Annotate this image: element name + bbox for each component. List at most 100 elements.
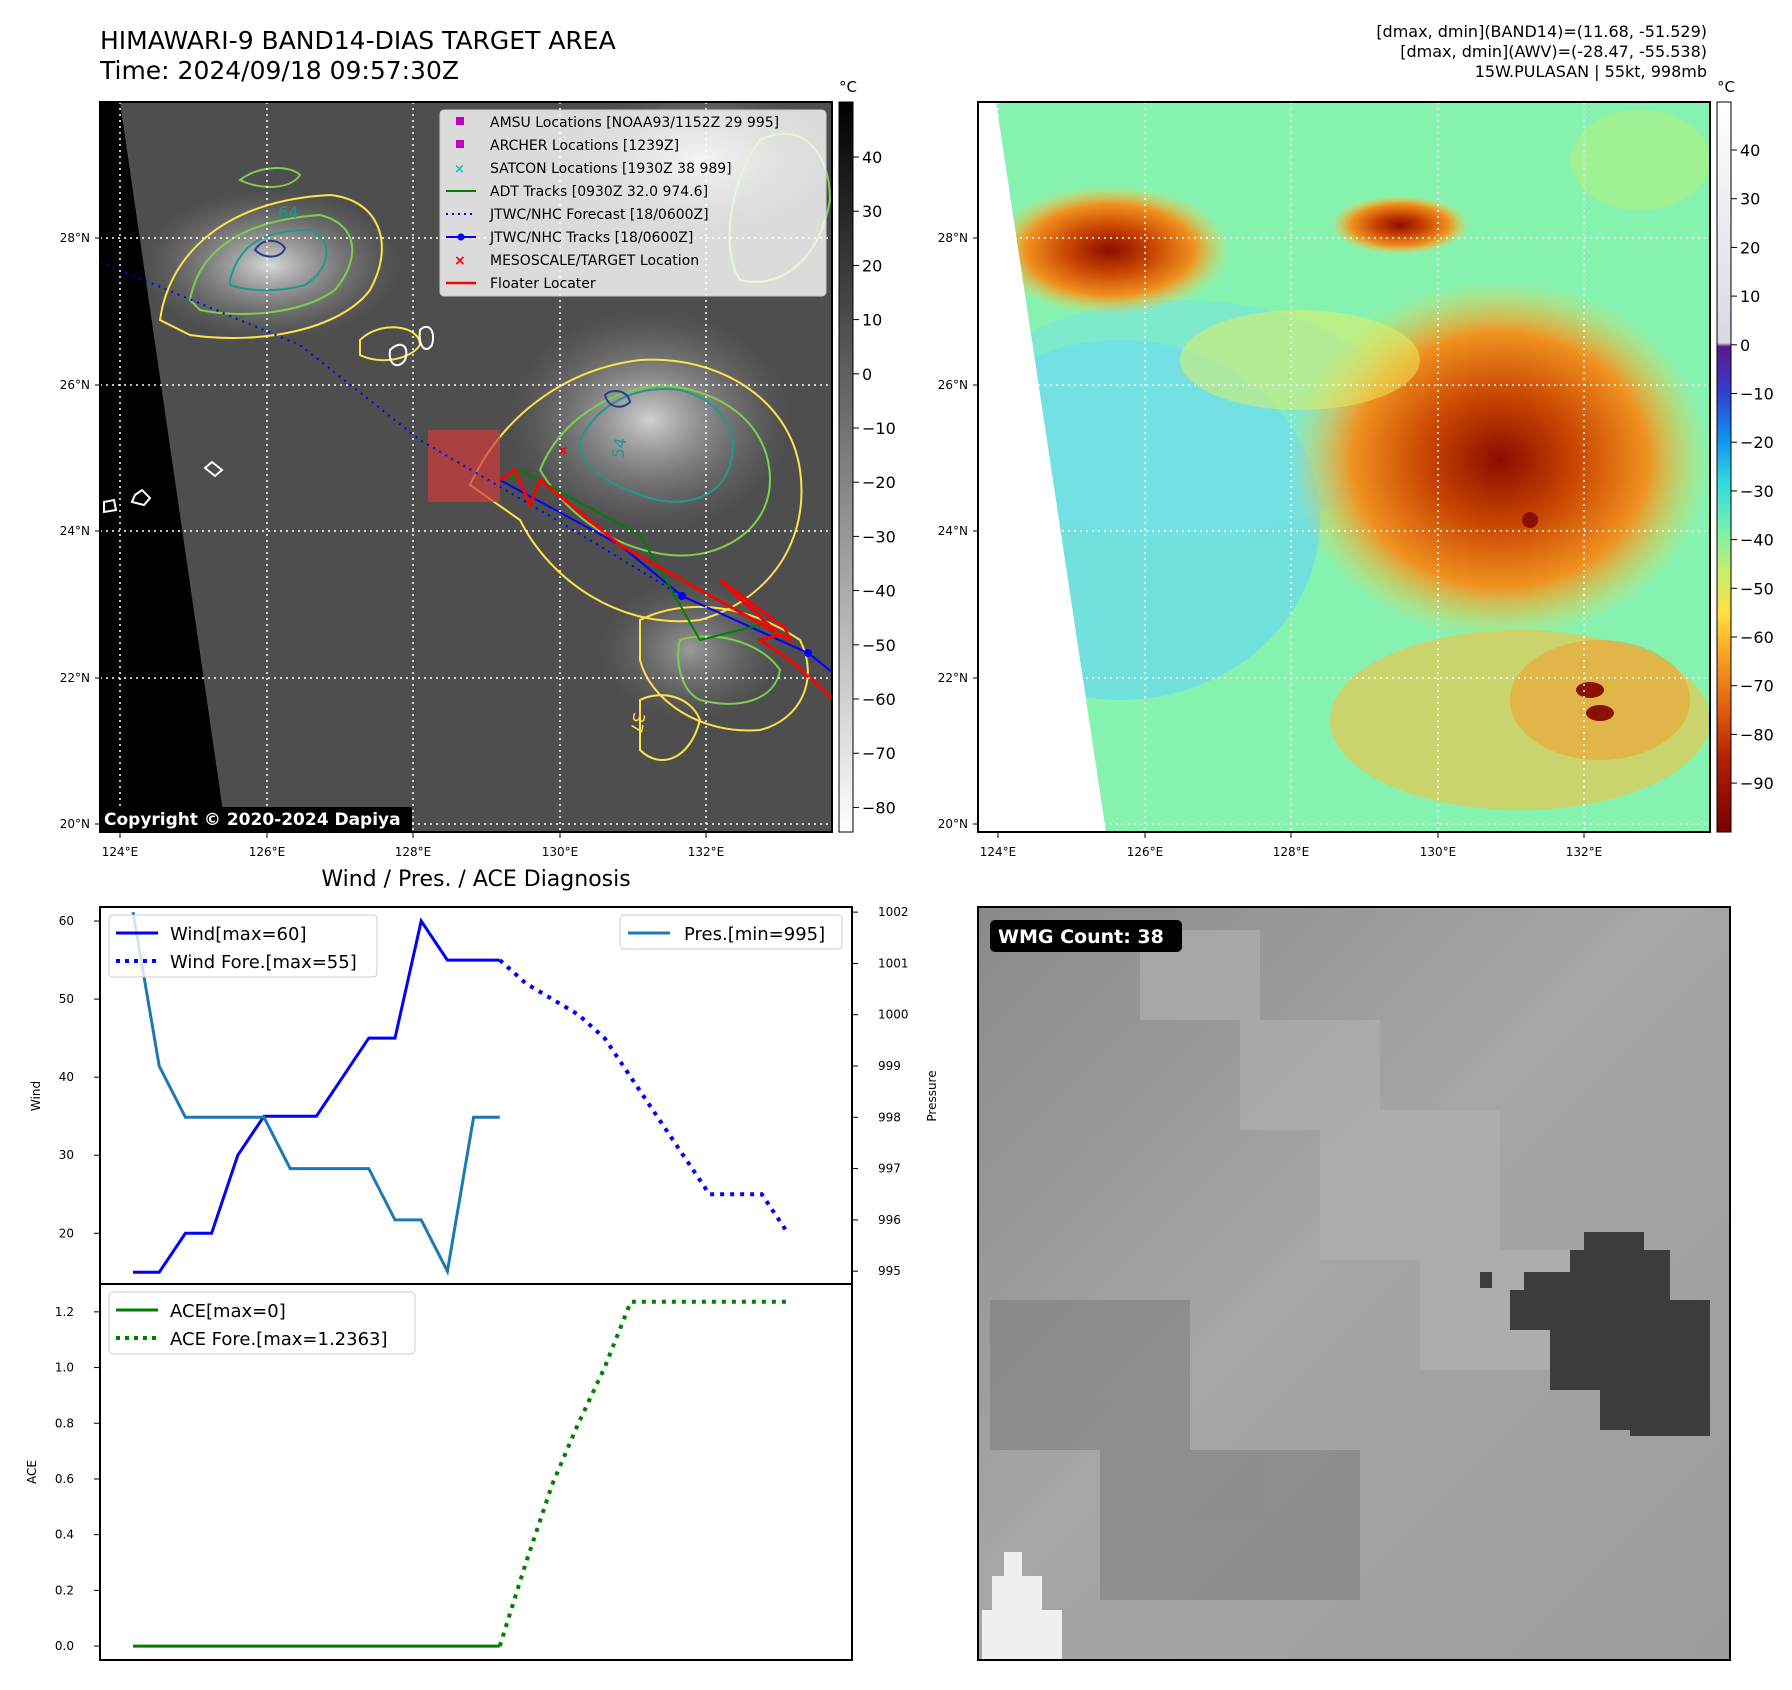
ir-cbar-tick-label: −10 xyxy=(862,419,896,438)
pres-legend: Pres.[min=995] xyxy=(619,914,843,950)
color-cbar-tick-label: −60 xyxy=(1740,628,1774,647)
ace-tick-label: 0.0 xyxy=(55,1639,74,1653)
wind-tick-label: 40 xyxy=(59,1070,74,1084)
color-cbar-tick-label: −80 xyxy=(1740,725,1774,744)
color-cbar-tick-label: −10 xyxy=(1740,385,1774,404)
ir-map-panel: × 64 54 37 Copyright © 2020-2024 Dapiya … xyxy=(99,78,896,833)
svg-text:×: × xyxy=(557,443,569,459)
color-imagery xyxy=(978,102,1710,832)
lat-label: 28°N xyxy=(938,231,968,245)
legend-archer-marker xyxy=(456,140,464,148)
ace-tick-label: 0.8 xyxy=(55,1416,74,1430)
wind-tick-label: 30 xyxy=(59,1148,74,1162)
diag-title: Wind / Pres. / ACE Diagnosis xyxy=(321,867,630,892)
ace-tick-label: 1.0 xyxy=(55,1361,74,1375)
wind-tick-label: 50 xyxy=(59,992,74,1006)
ir-cbar-tick-label: −80 xyxy=(862,798,896,817)
ace-series-forecast xyxy=(497,1299,788,1647)
lon-label: 126°E xyxy=(249,845,286,859)
color-cbar-tick-label: 10 xyxy=(1740,287,1760,306)
color-cbar-tick-label: 40 xyxy=(1740,141,1760,160)
legend-wind-fore: Wind Fore.[max=55] xyxy=(170,952,357,973)
lon-label: 124°E xyxy=(980,845,1017,859)
ir-cbar-tick-label: 40 xyxy=(862,148,882,167)
pressure-tick-label: 998 xyxy=(878,1110,901,1124)
ace-ylabel: ACE xyxy=(25,1460,39,1484)
color-colorbar xyxy=(1716,101,1732,833)
ace-tick-label: 1.2 xyxy=(55,1305,74,1319)
pressure-tick-label: 1002 xyxy=(878,905,909,919)
color-cbar-tick-label: −20 xyxy=(1740,433,1774,452)
ace-tick-label: 0.4 xyxy=(55,1528,74,1542)
lat-label: 24°N xyxy=(60,524,90,538)
ir-colorbar xyxy=(838,101,854,833)
legend-adt: ADT Tracks [0930Z 32.0 974.6] xyxy=(490,184,708,200)
lat-label: 22°N xyxy=(60,671,90,685)
legend-tracks: JTWC/NHC Tracks [18/0600Z] xyxy=(489,230,693,246)
ir-cbar-tick-label: −50 xyxy=(862,636,896,655)
wind-ylabel: Wind xyxy=(29,1081,43,1111)
info-line1: [dmax, dmin](BAND14)=(11.68, -51.529) xyxy=(1376,22,1707,41)
color-cbar-tick-label: −70 xyxy=(1740,677,1774,696)
pressure-ylabel: Pressure xyxy=(925,1070,939,1121)
legend-ace-fore: ACE Fore.[max=1.2363] xyxy=(170,1329,388,1350)
wind-legend: Wind[max=60] Wind Fore.[max=55] xyxy=(108,914,378,978)
lat-label: 20°N xyxy=(60,817,90,831)
info-line3: 15W.PULASAN | 55kt, 998mb xyxy=(1474,62,1707,81)
pressure-tick-label: 999 xyxy=(878,1059,901,1073)
legend-floater: Floater Locater xyxy=(490,276,596,292)
copyright-text: Copyright © 2020-2024 Dapiya xyxy=(104,810,401,830)
lon-label: 130°E xyxy=(1420,845,1457,859)
lat-label: 28°N xyxy=(60,231,90,245)
pressure-tick-label: 1000 xyxy=(878,1008,909,1022)
lon-label: 124°E xyxy=(102,845,139,859)
lat-label: 26°N xyxy=(938,378,968,392)
legend-satcon-marker: × xyxy=(454,162,465,177)
legend-amsu-marker xyxy=(456,117,464,125)
lat-label: 20°N xyxy=(938,817,968,831)
contour-label-54: 54 xyxy=(608,436,630,459)
ace-tick-label: 0.6 xyxy=(55,1472,74,1486)
legend-amsu: AMSU Locations [NOAA93/1152Z 29 995] xyxy=(490,115,779,131)
color-cbar-tick-label: −50 xyxy=(1740,579,1774,598)
pressure-tick-label: 997 xyxy=(878,1162,901,1176)
ir-cbar-tick-label: 20 xyxy=(862,256,882,275)
lon-label: 128°E xyxy=(1273,845,1310,859)
legend-satcon: SATCON Locations [1930Z 38 989] xyxy=(490,161,732,177)
color-cbar-tick-label: −30 xyxy=(1740,482,1774,501)
pressure-tick-label: 1001 xyxy=(878,956,909,970)
pressure-tick-label: 995 xyxy=(878,1264,901,1278)
lon-label: 132°E xyxy=(1566,845,1603,859)
pressure-tick-label: 996 xyxy=(878,1213,901,1227)
color-map-panel: °C 40 30 20 10 0 −10 −20 −30 −40 −50 −60 −70 −80 −90 xyxy=(977,78,1774,833)
color-cbar-tick-label: 30 xyxy=(1740,190,1760,209)
color-cbar-tick-label: 20 xyxy=(1740,238,1760,257)
color-cbar-tick-label: −90 xyxy=(1740,774,1774,793)
ir-cbar-tick-label: −30 xyxy=(862,527,896,546)
info-line2: [dmax, dmin](AWV)=(-28.47, -55.538) xyxy=(1400,42,1707,61)
legend-wind: Wind[max=60] xyxy=(170,924,307,945)
legend-pressure: Pres.[min=995] xyxy=(684,924,825,945)
lat-label: 22°N xyxy=(938,671,968,685)
wind-tick-label: 20 xyxy=(59,1226,74,1240)
color-cbar-tick-label: 0 xyxy=(1740,336,1750,355)
lon-label: 130°E xyxy=(542,845,579,859)
ir-cbar-tick-label: −60 xyxy=(862,690,896,709)
ace-tick-label: 0.2 xyxy=(55,1583,74,1597)
color-cbar-tick-label: −40 xyxy=(1740,531,1774,550)
lon-label: 126°E xyxy=(1127,845,1164,859)
wmg-cold-region xyxy=(1480,1232,1710,1436)
contour-label-64: 64 xyxy=(278,203,298,222)
ir-cbar-tick-label: −40 xyxy=(862,582,896,601)
ir-cbar-tick-label: −70 xyxy=(862,744,896,763)
lon-label: 132°E xyxy=(688,845,725,859)
ir-map-legend: AMSU Locations [NOAA93/1152Z 29 995] ARC… xyxy=(439,109,827,297)
contour-label-37: 37 xyxy=(627,711,649,734)
legend-forecast: JTWC/NHC Forecast [18/0600Z] xyxy=(489,207,709,223)
lon-label: 128°E xyxy=(395,845,432,859)
ir-colorbar-unit: °C xyxy=(839,78,857,96)
figure-title-line2: Time: 2024/09/18 09:57:30Z xyxy=(100,56,459,85)
wmg-warm-spot xyxy=(982,1552,1062,1660)
legend-ace: ACE[max=0] xyxy=(170,1301,286,1322)
